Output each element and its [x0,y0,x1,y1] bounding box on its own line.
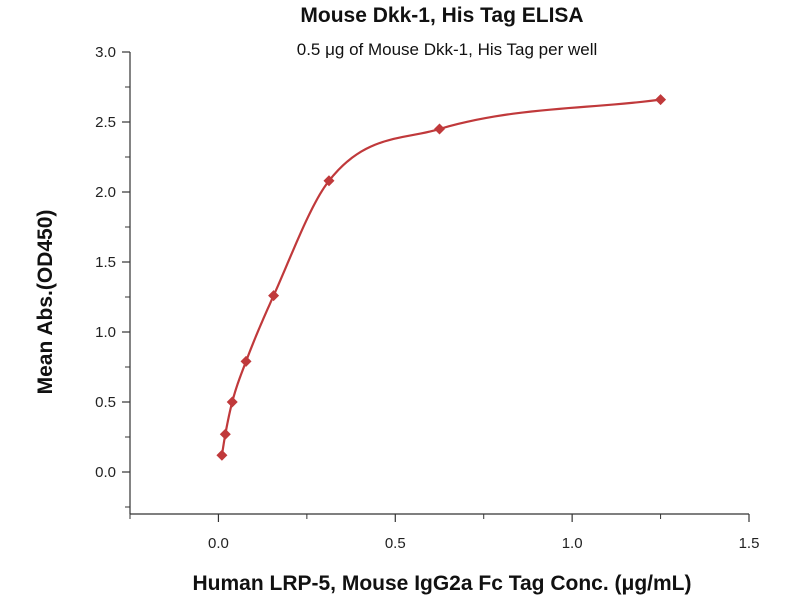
y-tick-label: 1.0 [95,324,116,341]
x-tick-label: 0.0 [208,535,229,552]
y-tick-label: 2.0 [95,184,116,201]
data-point [216,449,228,461]
y-axis-title: Mean Abs.(OD450) [34,210,57,395]
data-point [219,428,231,440]
data-point [655,94,667,106]
x-tick-label: 1.5 [739,535,760,552]
chart-title: Mouse Dkk-1, His Tag ELISA [300,4,583,27]
data-point [268,290,280,302]
fit-curve [220,98,661,456]
x-tick-label: 1.0 [562,535,583,552]
chart-subtitle: 0.5 μg of Mouse Dkk-1, His Tag per well [297,40,598,59]
data-point [434,123,445,135]
data-point [323,175,335,187]
y-tick-label: 0.0 [95,464,116,481]
tick-marks [122,51,750,522]
tick-labels: 0.0 0.5 1.0 1.5 0.0 0.5 1.0 1.5 2.0 2.5 3.0 [95,44,759,552]
data-points [216,94,667,461]
y-tick-label: 1.5 [95,254,116,271]
data-point [226,396,238,408]
x-axis-title: Human LRP-5, Mouse IgG2a Fc Tag Conc. (μ… [193,572,692,595]
x-tick-label: 0.5 [385,535,406,552]
y-tick-label: 3.0 [95,44,116,61]
data-point [240,355,252,367]
y-tick-label: 2.5 [95,114,116,131]
y-tick-label: 0.5 [95,394,116,411]
